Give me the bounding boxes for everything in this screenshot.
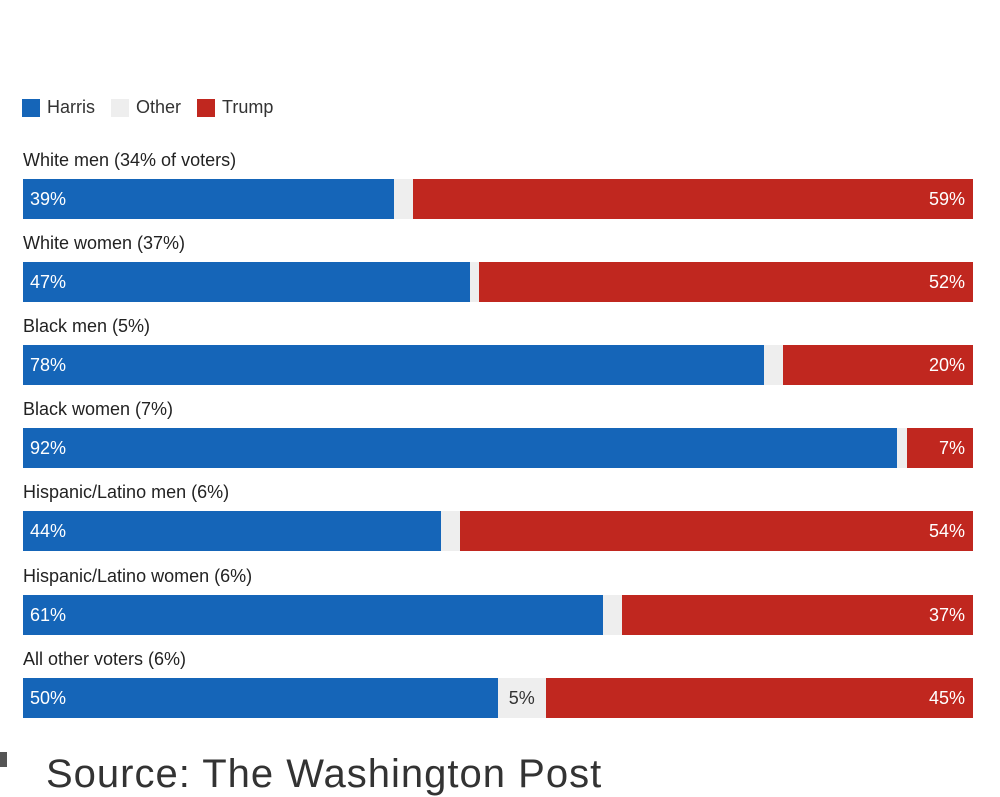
bar-segment-other [441,511,460,551]
legend: Harris Other Trump [22,97,289,118]
bar-segment-harris: 44% [23,511,441,551]
bar-row: 47% 52% [23,262,973,302]
legend-swatch-trump [197,98,216,117]
group-label: Black women (7%) [23,399,174,419]
bar-value-label-harris: 61% [30,605,67,625]
group-label: White women (37%) [23,233,186,253]
bar-segment-trump: 52% [479,262,973,302]
bar-value-label-trump: 37% [928,605,965,625]
bar-segment-harris: 50% [23,678,498,718]
bar-segment-trump: 20% [783,345,973,385]
bar-segment-trump: 37% [621,595,973,635]
bar-value-label-other: 5% [508,688,535,708]
bar-segment-harris: 39% [23,179,394,219]
bar-segment-other [897,428,907,468]
legend-item-trump: Trump [197,97,273,118]
bar-row: 78% 20% [23,345,973,385]
bar-value-label-harris: 92% [30,438,67,458]
bar-value-label-trump: 52% [928,272,965,292]
legend-swatch-other [111,98,129,117]
bar-row: 92% 7% [23,428,973,468]
bar-value-label-harris: 47% [30,272,67,292]
bar-segment-trump: 59% [412,179,973,219]
bar-value-label-harris: 39% [30,189,67,209]
group-label: Black men (5%) [23,316,151,336]
bar-segment-trump: 7% [906,428,973,468]
legend-swatch-harris [22,98,40,117]
bar-segment-other [469,262,479,302]
legend-label-other: Other [136,97,182,117]
bar-value-label-trump: 20% [928,355,965,375]
bar-segment-trump: 54% [460,511,973,551]
bar-segment-harris: 78% [23,345,764,385]
source-note: Source: The Washington Post [46,752,603,796]
bar-segment-harris: 61% [23,595,603,635]
bar-segment-other [602,595,622,635]
bar-value-label-harris: 50% [30,688,67,708]
legend-label-trump: Trump [222,97,274,117]
bar-segment-other: 5% [498,678,546,718]
bar-row: 61% 37% [23,595,973,635]
bar-row: 44% 54% [23,511,973,551]
bar-segment-other [393,179,413,219]
group-label: White men (34% of voters) [23,150,237,170]
legend-item-harris: Harris [22,97,95,118]
bar-segment-harris: 92% [23,428,897,468]
source-marker [0,752,7,767]
bar-value-label-trump: 54% [928,521,965,541]
group-label: All other voters (6%) [23,649,187,669]
bar-row: 39% 59% [23,179,973,219]
bar-segment-other [764,345,783,385]
bar-value-label-trump: 59% [928,189,965,209]
bar-value-label-trump: 7% [938,438,965,458]
bar-value-label-harris: 44% [30,521,67,541]
bar-row: 50% 5% 45% [23,678,973,718]
legend-item-other: Other [111,97,181,118]
bar-segment-harris: 47% [23,262,470,302]
group-label: Hispanic/Latino women (6%) [23,566,253,586]
bar-segment-trump: 45% [545,678,973,718]
bar-value-label-trump: 45% [928,688,965,708]
bar-value-label-harris: 78% [30,355,67,375]
group-label: Hispanic/Latino men (6%) [23,482,230,502]
legend-label-harris: Harris [47,97,95,117]
